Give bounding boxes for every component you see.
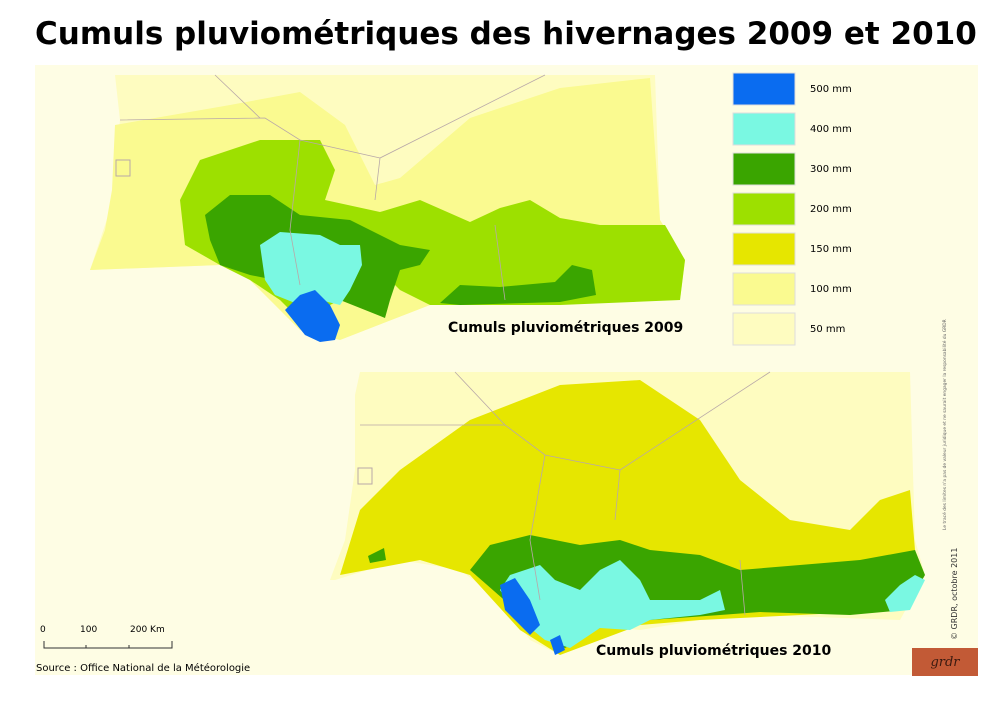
legend-label: 150 mm [810, 244, 852, 255]
legend-swatch [732, 152, 796, 186]
page-title: Cumuls pluviométriques des hivernages 20… [35, 16, 977, 52]
legend-swatch [732, 312, 796, 346]
zone-400 [885, 575, 925, 612]
map-caption: Cumuls pluviométriques 2009 [448, 320, 683, 336]
copyright: © GRDR, octobre 2011 [950, 548, 959, 640]
legend-label: 400 mm [810, 124, 852, 135]
legend-label: 300 mm [810, 164, 852, 175]
map-2009 [90, 74, 685, 342]
scale-label: 0 [40, 625, 46, 635]
scale-bar: 0 100 200 Km [40, 625, 173, 649]
map-2010 [330, 371, 925, 655]
legend-label: 500 mm [810, 84, 852, 95]
legend-swatch [732, 192, 796, 226]
legend-label: 200 mm [810, 204, 852, 215]
zone-400 [260, 232, 362, 305]
legend-swatch [732, 232, 796, 266]
legend-label: 50 mm [810, 324, 845, 335]
legend-swatch [732, 72, 796, 106]
zone-500 [500, 578, 540, 635]
logo [912, 648, 978, 676]
legend: 500 mm 400 mm 300 mm 200 mm 150 mm 100 mm 50 m… [732, 72, 852, 346]
logo-text: grdr [930, 655, 960, 670]
borders [119, 74, 546, 301]
disclaimer: Le tracé des limites n'a pas de valeur j… [941, 319, 948, 530]
border-box [115, 159, 131, 177]
source: Source : Office National de la Météorolo… [36, 662, 250, 674]
zone-300 [368, 548, 386, 563]
map-caption: Cumuls pluviométriques 2010 [596, 643, 832, 659]
scale-label: 200 Km [130, 625, 165, 635]
border-box [357, 467, 373, 485]
zone-500 [285, 290, 340, 342]
borders [360, 371, 771, 616]
legend-swatch [732, 112, 796, 146]
zone-500 [550, 635, 565, 655]
legend-swatch [732, 272, 796, 306]
zone-400 [500, 560, 725, 648]
zone-300 [440, 265, 596, 305]
scale-label: 100 [80, 625, 97, 635]
legend-label: 100 mm [810, 284, 852, 295]
